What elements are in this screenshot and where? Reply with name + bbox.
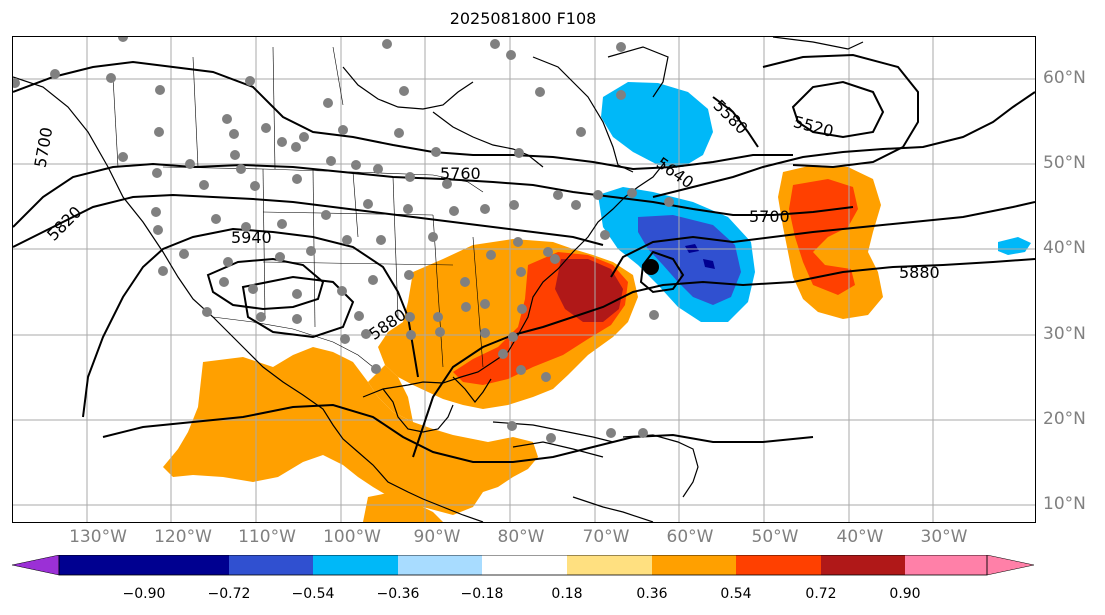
colorbar-high-extension: [986, 555, 1035, 576]
contour-label: 5700: [749, 207, 790, 226]
colorbar-low-extension: [11, 555, 60, 576]
colorbar-bin: [144, 555, 229, 575]
colorbar-tick-label: 0.36: [636, 586, 668, 602]
colorbar-bin: [59, 555, 144, 575]
colorbar-bin: [652, 555, 736, 575]
latitude-label: 30°N: [1043, 324, 1086, 344]
coastlines: [13, 37, 864, 522]
longitude-label: 30°W: [920, 527, 968, 547]
strong-cold-anomaly-spot-2: [703, 259, 715, 269]
graticule: [13, 37, 1035, 522]
anomaly-shading: [163, 82, 1031, 522]
longitude-label: 90°W: [413, 527, 461, 547]
longitude-label: 130°W: [69, 527, 127, 547]
colorbar-bin: [567, 555, 652, 575]
height-contours: [13, 53, 1035, 463]
longitude-label: 40°W: [836, 527, 884, 547]
colorbar-tick-label: 0.54: [720, 586, 752, 602]
colorbar-bin: [313, 555, 398, 575]
contour-label: 5880: [899, 263, 940, 282]
contour-label: 5940: [231, 228, 272, 247]
warm-anomaly-gulf-link: [368, 365, 413, 422]
chart-title: 2025081800 F108: [449, 9, 597, 28]
cold-anomaly-labrador: [601, 82, 713, 167]
latitude-label: 20°N: [1043, 409, 1086, 429]
contour-label: 5580: [710, 96, 752, 138]
contour-label: 5700: [31, 126, 57, 169]
latitude-label: 50°N: [1043, 153, 1086, 173]
longitude-label: 120°W: [154, 527, 212, 547]
colorbar-tick-label: −0.18: [460, 586, 504, 602]
station-dots: [13, 37, 674, 443]
contour-label: 5760: [440, 164, 481, 183]
warm-anomaly-mexico: [163, 347, 538, 515]
warm-anomaly-yucatan: [363, 492, 443, 522]
cold-anomaly-east-atlantic: [998, 237, 1031, 255]
longitude-label: 70°W: [582, 527, 630, 547]
colorbar-bin: [229, 555, 313, 575]
colorbar: [11, 555, 1035, 576]
colorbar-outline: [58, 555, 988, 576]
longitude-label: 80°W: [497, 527, 545, 547]
longitude-label: 100°W: [323, 527, 381, 547]
colorbar-tick-label: −0.36: [376, 586, 420, 602]
longitude-label: 50°W: [751, 527, 799, 547]
colorbar-bin: [482, 555, 567, 575]
colorbar-tick-label: −0.90: [122, 586, 166, 602]
latitude-label: 60°N: [1043, 68, 1086, 88]
latitude-label: 10°N: [1043, 494, 1086, 514]
latitude-label: 40°N: [1043, 238, 1086, 258]
colorbar-bin: [736, 555, 821, 575]
longitude-label: 60°W: [666, 527, 714, 547]
colorbar-tick-label: 0.90: [889, 586, 921, 602]
contour-label: 5520: [791, 112, 835, 141]
colorbar-tick-label: −0.72: [207, 586, 251, 602]
longitude-label: 110°W: [238, 527, 296, 547]
storm-center-marker: [643, 259, 659, 275]
colorbar-bin: [398, 555, 482, 575]
colorbar-tick-label: 0.18: [551, 586, 583, 602]
contour-label: 5820: [43, 202, 85, 244]
colorbar-bin: [821, 555, 905, 575]
map-svg: 5700 5820 5940 5760 5880 5580 5520 5640 …: [13, 37, 1035, 522]
colorbar-bin: [905, 555, 987, 575]
colorbar-tick-label: 0.72: [805, 586, 837, 602]
colorbar-tick-label: −0.54: [291, 586, 335, 602]
map-panel: 5700 5820 5940 5760 5880 5580 5520 5640 …: [12, 36, 1036, 523]
